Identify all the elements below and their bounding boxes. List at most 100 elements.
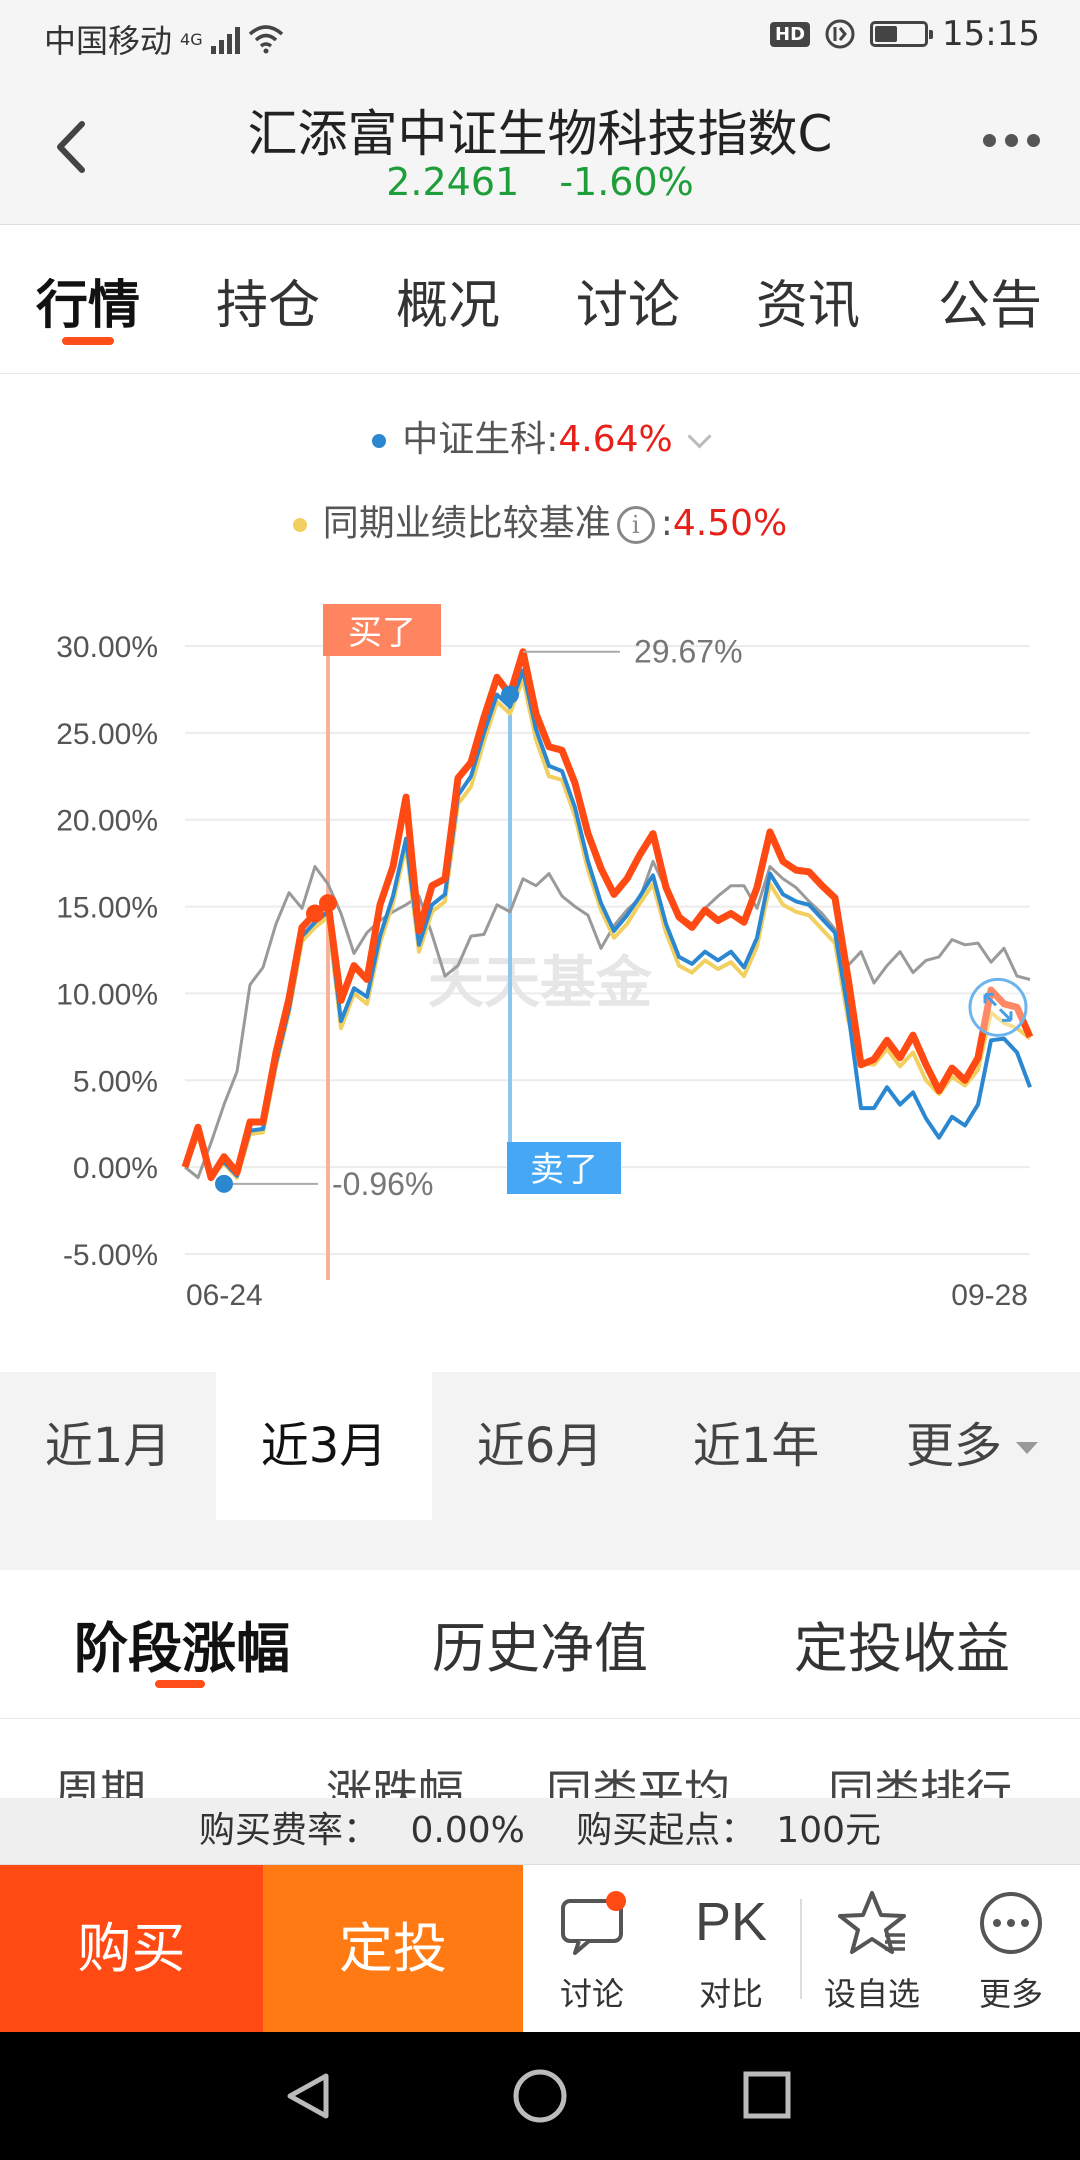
chevron-down-icon[interactable] — [687, 424, 712, 449]
volte-icon — [825, 19, 855, 49]
performance-chart[interactable]: 30.00% 25.00% 20.00% 15.00% 10.00% 5.00% 0.00%… — [0, 590, 1080, 1320]
fee-rate-value: 0.00% — [410, 1810, 525, 1851]
max-label: 29.67% — [634, 634, 743, 670]
subtab-period-return[interactable]: 阶段涨幅 — [74, 1617, 290, 1680]
fee-rate: 购买费率： 0.00% — [189, 1810, 535, 1851]
legend-benchmark: 同期业绩比较基准 i:4.50% — [0, 494, 1080, 546]
tab-market[interactable]: 行情 — [36, 276, 141, 336]
more-button[interactable]: 更多 — [946, 1865, 1076, 2033]
tab-holdings[interactable]: 持仓 — [216, 276, 321, 336]
legend-index-label: 中证生科 — [402, 419, 547, 460]
legend-index-value: 4.64% — [558, 419, 673, 460]
legend-colon: : — [660, 503, 673, 544]
series-line-index — [183, 668, 1032, 1178]
min-point — [215, 1174, 233, 1193]
tab-announcements[interactable]: 公告 — [938, 276, 1043, 336]
discuss-label: 讨论 — [559, 1975, 624, 2013]
benchmark-dot-icon — [292, 518, 307, 532]
network-type: 4G — [180, 29, 203, 49]
watchlist-label: 设自选 — [823, 1975, 920, 2013]
fund-quote: 2.2461 -1.60% — [0, 160, 1080, 204]
fee-info: 购买费率： 0.00% 购买起点： 100元 — [0, 1798, 1080, 1864]
wifi-icon — [248, 25, 283, 54]
period-selector: 近1月 近3月 近6月 近1年 更多 — [0, 1372, 1080, 1520]
min-purchase-label: 购买起点： — [576, 1810, 757, 1851]
min-purchase-value: 100元 — [776, 1810, 882, 1851]
period-6m[interactable]: 近6月 — [476, 1418, 604, 1474]
status-bar: 中国移动 4G HD 15:15 — [0, 0, 1080, 72]
info-icon[interactable]: i — [616, 506, 655, 544]
expand-chart-icon[interactable] — [968, 977, 1028, 1037]
nav-back-icon[interactable] — [287, 2073, 329, 2119]
nav-home-icon[interactable] — [513, 2069, 567, 2123]
more-label: 更多 — [978, 1975, 1043, 2013]
col-peer-rank: 同类排行 — [828, 1765, 1012, 1800]
y-tick-label: 30.00% — [56, 631, 158, 664]
chat-bubble-icon — [561, 1891, 626, 1955]
y-tick-label: 15.00% — [56, 892, 158, 925]
fund-nav: 2.2461 — [386, 160, 520, 204]
subtab-active-indicator — [155, 1680, 205, 1688]
y-tick-label: 25.00% — [56, 718, 158, 751]
buy-point — [319, 894, 337, 913]
tab-discussion[interactable]: 讨论 — [576, 276, 681, 336]
nav-recents-icon[interactable] — [743, 2071, 791, 2119]
series-line-peer — [184, 859, 1031, 1180]
main-tabs: 行情 持仓 概况 讨论 资讯 公告 — [0, 225, 1080, 374]
period-1m[interactable]: 近1月 — [44, 1418, 172, 1474]
sell-point — [501, 685, 519, 704]
sub-tabs: 阶段涨幅 历史净值 定投收益 — [0, 1570, 1080, 1719]
subtab-sip-return[interactable]: 定投收益 — [794, 1617, 1010, 1680]
hd-icon: HD — [770, 21, 811, 47]
period-1y[interactable]: 近1年 — [692, 1418, 820, 1474]
fund-change: -1.60% — [559, 160, 694, 204]
y-tick-label: 10.00% — [56, 978, 158, 1011]
star-icon — [838, 1891, 906, 1954]
legend-index[interactable]: 中证生科:4.64% — [0, 410, 1080, 462]
system-nav-bar — [0, 2032, 1080, 2160]
fee-rate-label: 购买费率： — [198, 1810, 379, 1851]
add-watchlist-button[interactable]: 设自选 — [807, 1865, 937, 2033]
discuss-button[interactable]: 讨论 — [527, 1865, 657, 2033]
y-tick-label: 0.00% — [73, 1152, 158, 1185]
sell-marker-label: 卖了 — [530, 1150, 598, 1190]
y-tick-label: 20.00% — [56, 805, 158, 838]
buy-button[interactable]: 购买 — [0, 1865, 263, 2033]
legend-benchmark-value: 4.50% — [672, 503, 788, 544]
period-more-label: 更多 — [905, 1418, 1002, 1474]
pk-icon: PK — [694, 1892, 768, 1952]
action-divider — [800, 1899, 802, 1999]
tab-news[interactable]: 资讯 — [756, 276, 861, 336]
buy-point — [306, 904, 324, 923]
min-purchase: 购买起点： 100元 — [566, 1810, 891, 1851]
section-gap — [0, 1520, 1080, 1570]
buy-marker-badge[interactable] — [323, 604, 441, 656]
auto-invest-button[interactable]: 定投 — [263, 1865, 523, 2033]
compare-label: 对比 — [698, 1975, 763, 2013]
col-change: 涨跌幅 — [326, 1765, 464, 1800]
fund-header: 汇添富中证生物科技指数C 2.2461 -1.60% — [0, 72, 1080, 225]
expand-arrows-icon — [983, 992, 1013, 1022]
y-tick-label: -5.00% — [63, 1239, 158, 1272]
period-more[interactable]: 更多 — [864, 1372, 1080, 1520]
caret-down-icon — [1016, 1442, 1038, 1454]
subtab-nav-history[interactable]: 历史净值 — [432, 1617, 648, 1680]
legend-colon: : — [546, 419, 559, 460]
sell-marker-badge[interactable] — [507, 1142, 621, 1194]
legend-benchmark-label: 同期业绩比较基准 — [322, 503, 611, 544]
period-3m[interactable]: 近3月 — [216, 1372, 432, 1520]
y-tick-label: 5.00% — [73, 1065, 158, 1098]
clock: 15:15 — [942, 14, 1040, 54]
tab-active-indicator — [62, 337, 114, 345]
table-header: 周期 涨跌幅 同类平均 同类排行 — [0, 1760, 1080, 1800]
tab-overview[interactable]: 概况 — [396, 276, 501, 336]
back-arrow-icon[interactable] — [44, 112, 104, 182]
col-peer-avg: 同类平均 — [546, 1765, 730, 1800]
x-tick-label: 09-28 — [951, 1279, 1028, 1312]
battery-icon — [870, 21, 934, 47]
more-options-icon[interactable] — [983, 134, 1040, 147]
action-bar: 购买 定投 讨论 PK 对比 设自选 更多 — [0, 1864, 1080, 2033]
compare-button[interactable]: PK 对比 — [666, 1865, 796, 2033]
watermark: 天天基金 — [428, 950, 653, 1016]
signal-icon — [210, 24, 240, 54]
